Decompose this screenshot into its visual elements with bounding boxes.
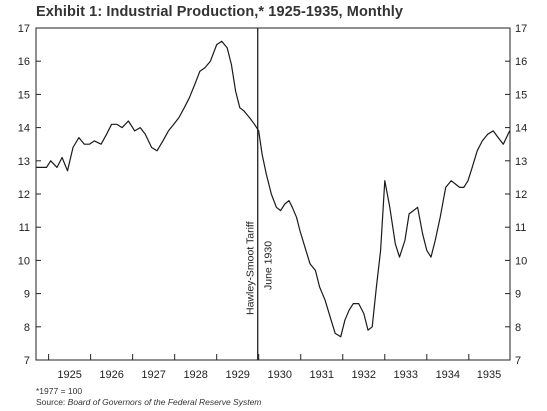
x-axis-ticks: 1925 1926 1927 1928 1929 1930 1931 1932 1933 1934… <box>48 354 501 381</box>
y-tick-label-right: 7 <box>515 355 521 367</box>
y-tick-label-right: 8 <box>515 322 521 334</box>
source-label: Source: <box>36 397 66 407</box>
y-tick-label-right: 17 <box>515 23 527 35</box>
y-tick-label-right: 10 <box>515 255 527 267</box>
y-tick-label-right: 11 <box>515 222 526 234</box>
x-tick-label: 1930 <box>267 369 291 381</box>
production-series-line <box>36 40 511 338</box>
y-tick-label-left: 11 <box>19 222 30 234</box>
source-line: Source: Board of Governors of the Federa… <box>36 397 261 408</box>
x-tick-label: 1935 <box>477 369 501 381</box>
footnote-block: *1977 = 100 Source: Board of Governors o… <box>36 386 261 408</box>
x-tick-label: 1931 <box>310 369 334 381</box>
x-tick-label: 1933 <box>394 369 418 381</box>
y-tick-label-left: 7 <box>24 355 30 367</box>
x-tick-label: 1929 <box>225 369 249 381</box>
source-text: Board of Governors of the Federal Reserv… <box>67 397 262 407</box>
tariff-annotation-label: Hawley-Smoot Tariff <box>245 221 257 315</box>
y-tick-label-left: 12 <box>18 189 30 201</box>
y-tick-label-left: 8 <box>24 322 30 334</box>
y-tick-label-right: 12 <box>515 189 527 201</box>
x-tick-label: 1932 <box>352 369 376 381</box>
plot-frame <box>35 27 511 361</box>
x-tick-label: 1934 <box>436 369 460 381</box>
y-tick-label-left: 10 <box>18 255 30 267</box>
tariff-annotation-date: June 1930 <box>263 241 275 290</box>
y-tick-label-right: 9 <box>515 289 521 301</box>
y-tick-label-right: 16 <box>515 56 527 68</box>
y-tick-label-right: 13 <box>515 156 527 168</box>
y-tick-label-left: 14 <box>18 123 30 135</box>
index-base-note: *1977 = 100 <box>36 386 83 396</box>
y-axis-ticks: 7 7 8 8 9 9 10 10 11 11 12 12 13 13 14 14 15 15 16 16 17 17 <box>18 23 528 367</box>
series-group <box>36 40 511 338</box>
x-tick-label: 1926 <box>99 369 123 381</box>
y-tick-label-left: 17 <box>18 23 30 35</box>
x-tick-label: 1925 <box>57 369 81 381</box>
y-tick-label-right: 15 <box>515 89 527 101</box>
y-tick-label-left: 9 <box>24 289 30 301</box>
x-tick-label: 1927 <box>141 369 165 381</box>
plot-frame-group <box>35 27 511 361</box>
chart-title: Exhibit 1: Industrial Production,* 1925-… <box>36 4 404 20</box>
y-tick-label-right: 14 <box>515 123 527 135</box>
y-tick-label-left: 13 <box>18 156 30 168</box>
tariff-annotation-group: Hawley-Smoot Tariff June 1930 <box>245 28 275 360</box>
y-tick-label-left: 15 <box>18 89 30 101</box>
x-tick-label: 1928 <box>183 369 207 381</box>
y-tick-label-left: 16 <box>18 56 30 68</box>
